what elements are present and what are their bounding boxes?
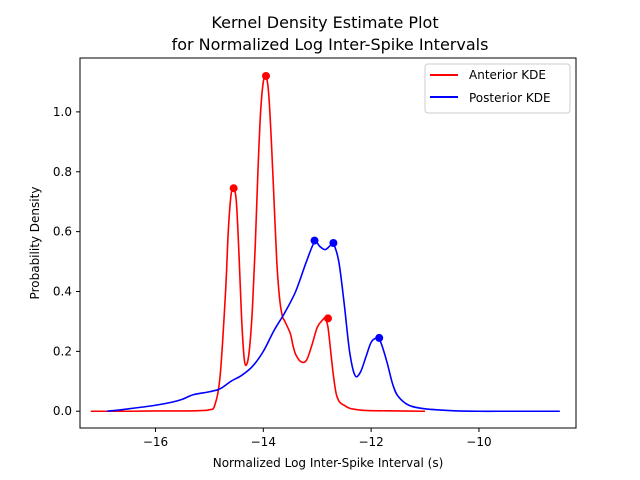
peak-marker xyxy=(229,184,238,193)
chart-title-line2: for Normalized Log Inter-Spike Intervals xyxy=(172,35,489,54)
x-tick-label: −12 xyxy=(358,435,383,449)
legend-label-posterior: Posterior KDE xyxy=(469,91,551,105)
y-tick-label: 0.2 xyxy=(53,344,72,358)
y-tick-label: 0.8 xyxy=(53,165,72,179)
legend-box xyxy=(424,63,571,114)
peak-marker xyxy=(310,236,319,245)
y-tick-label: 0.4 xyxy=(53,284,72,298)
x-axis: −16 −14 −12 −10 xyxy=(143,428,492,449)
y-axis: 0.0 0.2 0.4 0.6 0.8 1.0 xyxy=(53,105,80,418)
legend-label-anterior: Anterior KDE xyxy=(469,68,546,82)
x-tick-label: −14 xyxy=(251,435,276,449)
peak-marker xyxy=(329,239,338,247)
legend: Anterior KDE Posterior KDE xyxy=(424,63,571,114)
y-tick-label: 1.0 xyxy=(53,105,72,119)
x-axis-label: Normalized Log Inter-Spike Interval (s) xyxy=(213,456,444,470)
x-tick-label: −16 xyxy=(143,435,168,449)
peak-marker xyxy=(262,71,270,80)
series-layer xyxy=(90,74,560,413)
series-line-posterior xyxy=(106,240,560,413)
peaks-layer xyxy=(229,71,384,342)
chart-title-line1: Kernel Density Estimate Plot xyxy=(211,13,438,32)
y-axis-label: Probability Density xyxy=(28,187,42,300)
x-tick-label: −10 xyxy=(466,435,491,449)
plot-frame xyxy=(79,57,577,429)
peak-marker xyxy=(324,314,332,323)
series-line-anterior xyxy=(90,74,426,413)
peak-marker xyxy=(375,333,384,342)
y-tick-label: 0.6 xyxy=(53,225,72,239)
y-tick-label: 0.0 xyxy=(53,404,72,418)
